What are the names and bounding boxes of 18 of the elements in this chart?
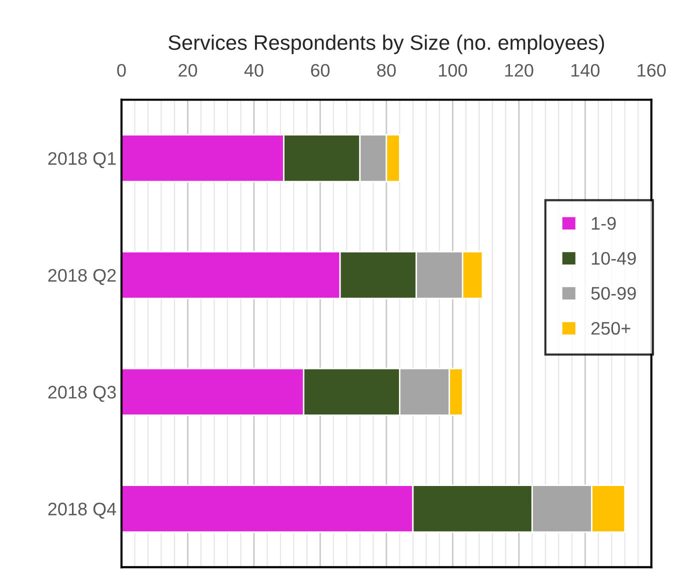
legend-label: 10-49: [592, 252, 636, 265]
y-tick-label: 2018 Q2: [48, 268, 116, 285]
y-tick-label: 2018 Q1: [48, 152, 116, 168]
legend-label: 1-9: [592, 216, 616, 230]
x-tick-label: 40: [244, 64, 264, 77]
y-tick-label: 2018 Q4: [48, 502, 116, 519]
legend-label: 250+: [591, 322, 630, 335]
x-tick-label: 20: [178, 64, 198, 77]
y-tick-label: 2018 Q3: [48, 386, 116, 402]
x-tick-label: 0: [117, 64, 126, 77]
x-tick-label: 120: [505, 64, 534, 77]
x-tick-label: 140: [571, 64, 600, 77]
chart-title: Services Respondents by Size (no. employees): [168, 34, 604, 54]
x-tick-label: 100: [438, 64, 468, 77]
legend-label: 50-99: [591, 286, 636, 300]
x-tick-label: 60: [311, 64, 330, 77]
x-tick-label: 160: [638, 64, 666, 77]
x-tick-label: 80: [377, 64, 396, 77]
